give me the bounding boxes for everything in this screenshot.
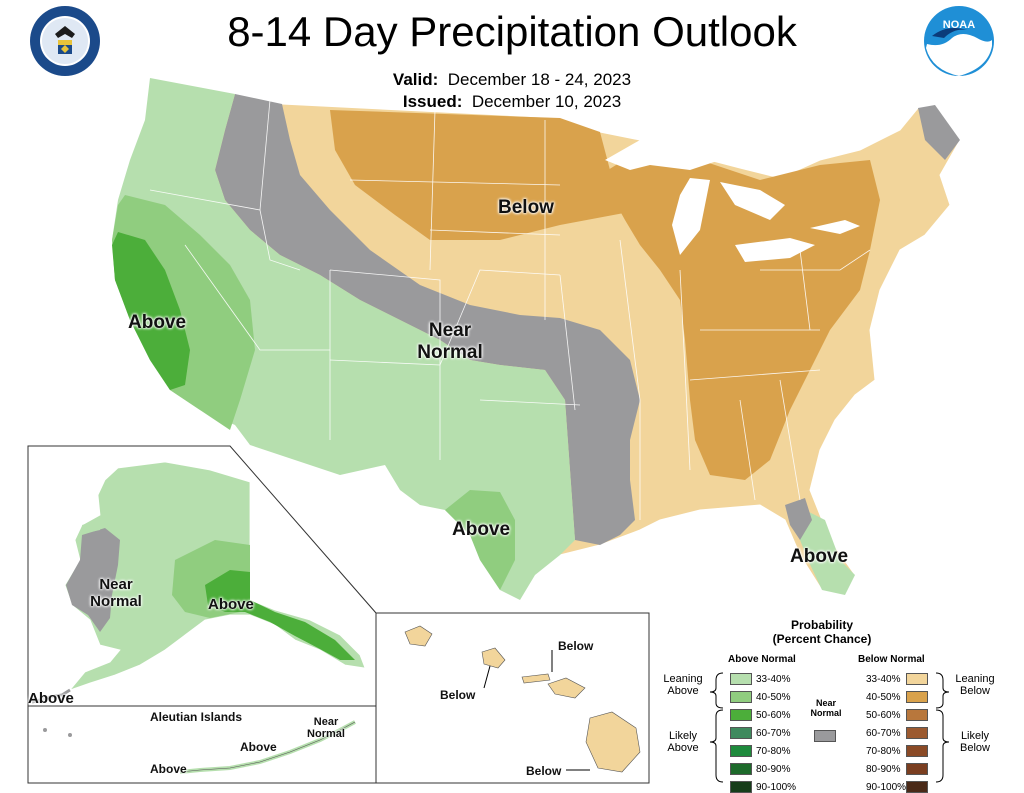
legend-title: Probability (Percent Chance) [772,618,872,646]
aleutian-west-islet [68,733,72,737]
noaa-logo-text: NOAA [943,19,975,31]
hawaii-label-leader [483,665,491,689]
region-above-33-40-florida [798,510,855,595]
valid-value: December 18 - 24, 2023 [447,70,632,89]
issued-line: Issued: December 10, 2023 [0,92,1024,112]
region-near-normal-band [215,94,640,545]
alaska-near-normal [66,528,120,632]
alaska-above-50-60 [205,570,355,660]
label-below-north: Below [498,197,554,218]
label-alaska-above-sw: Above [28,690,74,707]
legend-swatch-above-6 [730,781,752,793]
legend-swatch-below-5 [906,763,928,775]
legend-bin-label-above-6: 90-100% [756,782,797,793]
legend-bin-label-above-0: 33-40% [756,674,791,685]
legend-swatch-below-1 [906,691,928,703]
region-above-50-60-california [112,232,190,390]
hawaii-oahu [481,647,506,669]
legend-above-header: Above Normal [728,654,796,665]
region-near-normal-florida [785,498,812,540]
legend-bin-label-below-0: 33-40% [866,674,901,685]
hawaii-maui [547,677,586,699]
alaska-nw-coast [82,520,100,533]
legend-bin-label-below-3: 60-70% [866,728,901,739]
conus-map [111,77,961,601]
legend-swatch-above-5 [730,763,752,775]
legend-bin-label-above-1: 40-50% [756,692,791,703]
page-title: 8-14 Day Precipitation Outlook [227,8,797,55]
legend-bin-label-above-3: 60-70% [756,728,791,739]
valid-line: Valid: December 18 - 24, 2023 [0,70,1024,90]
label-aleutian-title: Aleutian Islands [150,710,243,724]
legend-bin-label-above-2: 50-60% [756,710,791,721]
label-aleutian-above-2: Above [150,762,187,776]
label-alaska-above: Above [208,596,254,613]
hawaii-big-island [585,711,641,773]
hawaii-kauai [404,625,433,647]
label-above-west: Above [128,312,187,333]
noaa-logo-icon: NOAA [924,6,994,76]
label-aleutian-above-1: Above [240,740,277,754]
legend-swatch-above-1 [730,691,752,703]
legend-near-normal-label: Near Normal [810,698,842,718]
aleutian-islands-outline [179,721,356,773]
legend-leaning-above: Leaning Above [663,673,703,697]
label-aleutian-near-normal: Near Normal [307,716,345,740]
legend-bin-label-below-6: 90-100% [866,782,907,793]
label-alaska-near-normal: Near Normal [90,576,142,610]
legend-likely-below: Likely Below [960,730,990,754]
label-near-normal: Near Normal [417,320,483,363]
region-above-33-40-west [112,78,575,600]
legend-swatch-near-normal [814,730,836,742]
hawaii-molokai [521,673,551,684]
region-below-40-50-north [330,110,640,240]
aleutian-chain [31,688,71,704]
label-above-texas: Above [452,519,511,540]
label-hawaii-below-3: Below [526,764,562,778]
label-hawaii-below-2: Below [440,688,476,702]
legend-bin-label-above-5: 80-90% [756,764,791,775]
great-lakes [605,140,860,262]
legend-bin-label-above-4: 70-80% [756,746,791,757]
legend-bin-label-below-4: 70-80% [866,746,901,757]
region-near-normal-maine [918,105,960,160]
legend-swatch-above-3 [730,727,752,739]
legend-bin-label-below-1: 40-50% [866,692,901,703]
region-below-40-50-east [600,150,880,480]
legend-swatch-below-2 [906,709,928,721]
valid-label: Valid: [392,70,439,89]
label-above-florida: Above [790,546,849,567]
legend-swatch-above-4 [730,745,752,757]
aleutian-west-islet [43,728,47,732]
legend-brackets [709,672,950,783]
alaska-inset [27,445,377,784]
legend-below-header: Below Normal [858,654,925,665]
legend-leaning-below: Leaning Below [955,673,995,697]
legend-swatch-above-0 [730,673,752,685]
legend-bin-label-below-5: 80-90% [866,764,901,775]
legend-likely-above: Likely Above [667,730,699,754]
legend-swatch-below-6 [906,781,928,793]
legend-swatch-below-3 [906,727,928,739]
legend-swatch-below-0 [906,673,928,685]
commerce-seal-icon [30,6,100,76]
issued-label: Issued: [402,92,463,111]
state-borders [149,99,871,520]
legend-swatch-below-4 [906,745,928,757]
hawaii-inset [375,612,650,784]
issued-value: December 10, 2023 [471,92,622,111]
hawaii-inset-frame [375,612,650,784]
label-hawaii-below-1: Below [558,639,594,653]
region-above-40-50-texas [445,490,515,590]
legend-bin-label-below-2: 50-60% [866,710,901,721]
legend-swatch-above-2 [730,709,752,721]
